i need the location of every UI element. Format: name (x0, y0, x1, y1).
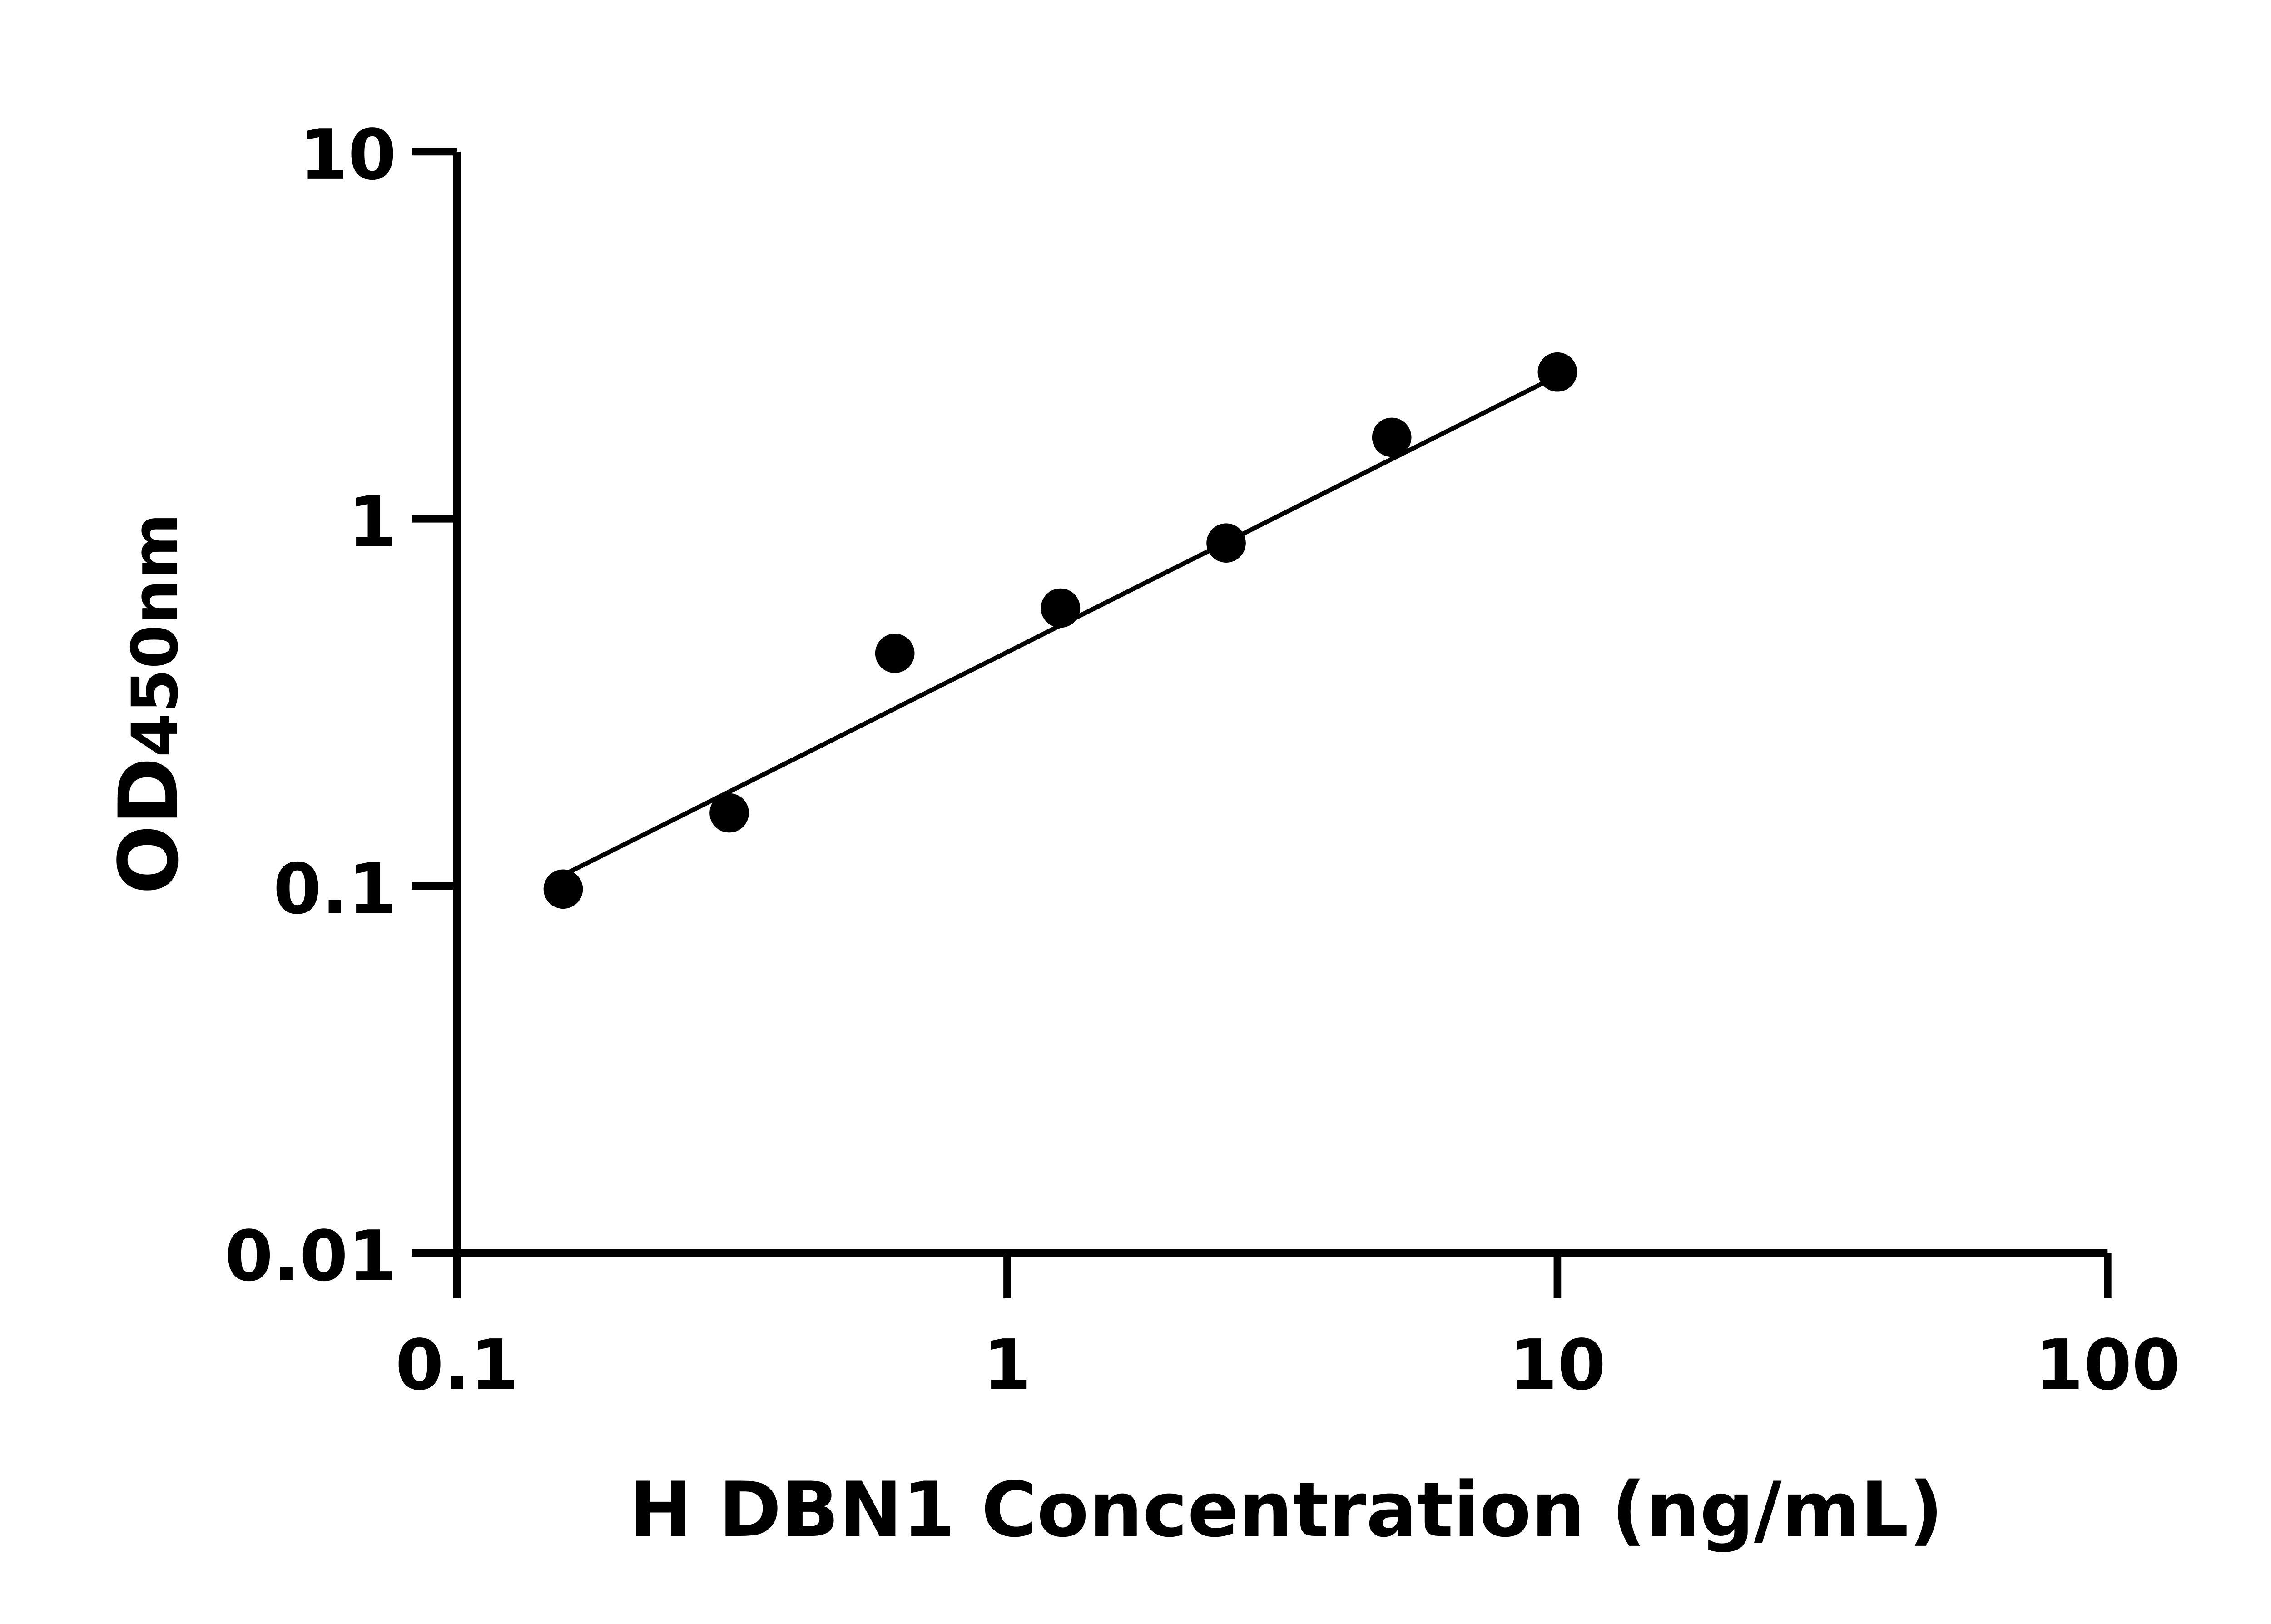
y-tick-label: 0.01 (225, 1216, 397, 1297)
y-tick-label: 10 (300, 115, 397, 196)
data-point (1372, 417, 1412, 457)
data-point (1537, 352, 1577, 392)
data-point (875, 634, 915, 673)
data-points (543, 352, 1577, 909)
axes (453, 151, 2108, 1257)
x-tick-label: 0.1 (395, 1325, 518, 1406)
y-tick-label: 1 (348, 482, 397, 563)
data-point (709, 793, 749, 833)
x-tick-label: 10 (1509, 1325, 1606, 1406)
data-point (1041, 588, 1081, 628)
data-point (1206, 523, 1246, 563)
y-axis-label: OD450nm (102, 513, 197, 895)
data-point (543, 869, 583, 909)
ticks: 0.1 1 10 100 0.01 0.1 1 10 (225, 115, 2181, 1406)
y-axis-label-sub: 450nm (118, 513, 192, 757)
x-axis-label: H DBN1 Concentration (ng/mL) (629, 1466, 1944, 1554)
x-tick-label: 100 (2035, 1325, 2180, 1406)
y-tick-label: 0.1 (273, 849, 396, 930)
x-tick-label: 1 (983, 1325, 1031, 1406)
y-axis-label-main: OD (102, 757, 197, 894)
